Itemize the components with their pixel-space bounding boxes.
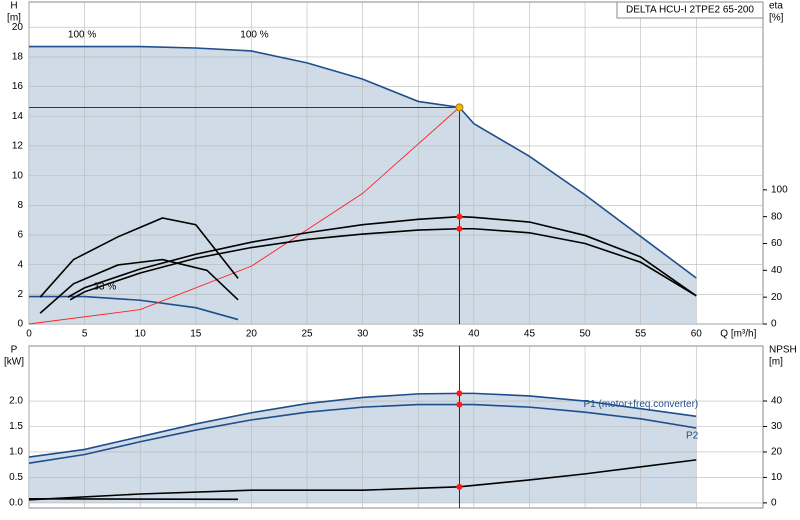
y2-axis-label: eta	[769, 1, 783, 12]
y-tick-label: 6	[17, 230, 23, 241]
y2-tick-label: 10	[771, 472, 783, 483]
annotation: 100 %	[240, 29, 268, 40]
y-tick-label: 8	[17, 200, 23, 211]
series-label: P1 (motor+freq.converter)	[584, 399, 699, 410]
y2-axis-label: NPSH	[769, 345, 797, 356]
y-axis-unit: [m]	[7, 13, 21, 24]
operating-dot	[456, 225, 463, 232]
annotation: 100 %	[68, 29, 96, 40]
y2-tick-label: 20	[771, 292, 783, 303]
x-axis-label: Q [m³/h]	[720, 329, 756, 340]
operating-dot	[456, 390, 463, 397]
x-tick-label: 20	[246, 329, 258, 340]
y2-tick-label: 80	[771, 211, 783, 222]
x-tick-label: 0	[26, 329, 32, 340]
y-tick-label: 1.5	[9, 421, 23, 432]
x-tick-label: 45	[524, 329, 536, 340]
x-tick-label: 60	[691, 329, 703, 340]
x-tick-label: 25	[301, 329, 313, 340]
y-tick-label: 2	[17, 289, 23, 300]
x-tick-label: 55	[635, 329, 647, 340]
operating-point	[455, 103, 464, 112]
series-label: P2	[686, 431, 699, 442]
y-tick-label: 12	[12, 141, 24, 152]
y-tick-label: 18	[12, 52, 24, 63]
series-line	[28, 107, 460, 325]
x-tick-label: 40	[468, 329, 480, 340]
series-line	[69, 227, 697, 301]
y-axis-label: P	[11, 345, 18, 356]
series-line	[28, 459, 697, 501]
series-line	[39, 258, 239, 314]
x-tick-label: 15	[190, 329, 202, 340]
y-tick-label: 20	[12, 22, 24, 33]
x-tick-label: 10	[135, 329, 147, 340]
y-tick-label: 1.0	[9, 447, 23, 458]
operating-dot	[456, 213, 463, 220]
y2-tick-label: 60	[771, 238, 783, 249]
y2-tick-label: 40	[771, 265, 783, 276]
y-tick-label: 2.0	[9, 396, 23, 407]
x-tick-label: 35	[413, 329, 425, 340]
series-line	[29, 45, 697, 279]
y-tick-label: 0	[17, 319, 23, 330]
y-tick-label: 0.0	[9, 498, 23, 509]
y2-tick-label: 0	[771, 319, 777, 330]
series-line	[28, 403, 697, 464]
title-box	[616, 1, 764, 19]
y2-tick-label: 30	[771, 421, 783, 432]
x-tick-label: 5	[82, 329, 88, 340]
series-line	[28, 498, 239, 501]
y2-tick-label: 100	[771, 184, 788, 195]
series-line	[28, 392, 697, 458]
y2-axis-unit: [m]	[769, 357, 783, 368]
x-tick-label: 50	[579, 329, 591, 340]
y-tick-label: 10	[12, 170, 24, 181]
series-line	[67, 215, 697, 298]
y-tick-label: 0.5	[9, 472, 23, 483]
y2-tick-label: 40	[771, 396, 783, 407]
y-tick-label: 14	[12, 111, 24, 122]
y-tick-label: 16	[12, 81, 24, 92]
y2-axis-unit: [%]	[769, 13, 784, 24]
y2-tick-label: 20	[771, 447, 783, 458]
y-axis-label: H	[10, 1, 17, 12]
series-line	[29, 295, 239, 321]
y2-tick-label: 0	[771, 498, 777, 509]
operating-dot	[456, 483, 463, 490]
y-axis-unit: [kW]	[4, 357, 24, 368]
series-line	[39, 217, 239, 298]
annotation: 33 %	[94, 282, 117, 293]
y-tick-label: 4	[17, 259, 23, 270]
operating-dot	[456, 401, 463, 408]
chart-title: DELTA HCU-I 2TPE2 65-200	[626, 5, 754, 16]
x-tick-label: 30	[357, 329, 369, 340]
